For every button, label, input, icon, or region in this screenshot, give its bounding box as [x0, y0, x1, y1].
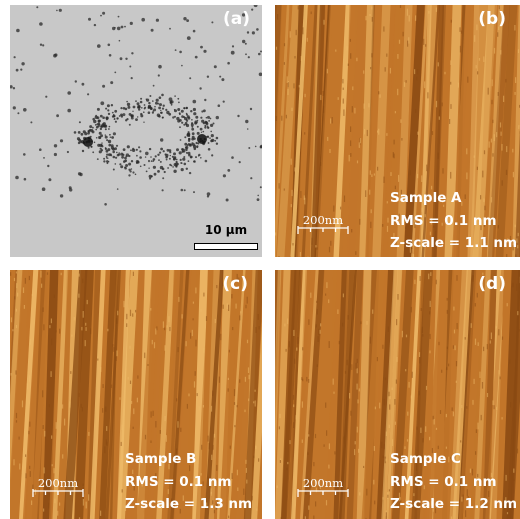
scale-bar-d: 200nm	[297, 476, 349, 500]
scale-bar-b: 200nm	[297, 213, 349, 237]
scale-bar-label-b: 200nm	[302, 213, 344, 227]
zscale-value-c: Z-scale = 1.3 nm	[125, 496, 253, 512]
afm-panel-sample-a: (b) Sample A RMS = 0.1 nm Z-scale = 1.1 …	[275, 5, 520, 257]
panel-label-a: (a)	[222, 9, 250, 29]
afm-image-d	[275, 270, 520, 519]
scale-bar-label-d: 200nm	[302, 476, 344, 490]
sample-info-c: Sample B RMS = 0.1 nm Z-scale = 1.3 nm	[125, 448, 252, 516]
scale-bar-label-c: 200nm	[37, 476, 79, 490]
afm-panel-sample-b: (c) Sample B RMS = 0.1 nm Z-scale = 1.3 …	[10, 270, 262, 519]
rms-value-b: RMS = 0.1 nm	[390, 212, 497, 229]
sample-info-d: Sample C RMS = 0.1 nm Z-scale = 1.2 nm	[390, 448, 517, 516]
scale-bar-c: 200nm	[32, 476, 84, 500]
scale-bar-label-a: 10 µm	[204, 223, 248, 237]
rms-value-c: RMS = 0.1 nm	[125, 473, 232, 490]
afm-image-c	[10, 270, 262, 519]
sem-image	[10, 5, 262, 257]
zscale-value-b: Z-scale = 1.1 nm	[390, 235, 518, 251]
panel-label-b: (b)	[478, 9, 506, 29]
sample-info-b: Sample A RMS = 0.1 nm Z-scale = 1.1 nm	[390, 187, 517, 255]
sample-name-b: Sample A	[390, 190, 462, 206]
panel-label-d: (d)	[478, 274, 506, 294]
sem-image-panel: (a) 10 µm	[10, 5, 262, 257]
sample-name-d: Sample C	[390, 451, 461, 467]
sample-name-c: Sample B	[125, 451, 197, 467]
panel-label-c: (c)	[222, 274, 248, 294]
rms-value-d: RMS = 0.1 nm	[390, 473, 497, 490]
scale-bar-a	[194, 243, 258, 250]
afm-image-b	[275, 5, 520, 257]
afm-panel-sample-c: (d) Sample C RMS = 0.1 nm Z-scale = 1.2 …	[275, 270, 520, 519]
zscale-value-d: Z-scale = 1.2 nm	[390, 496, 518, 512]
